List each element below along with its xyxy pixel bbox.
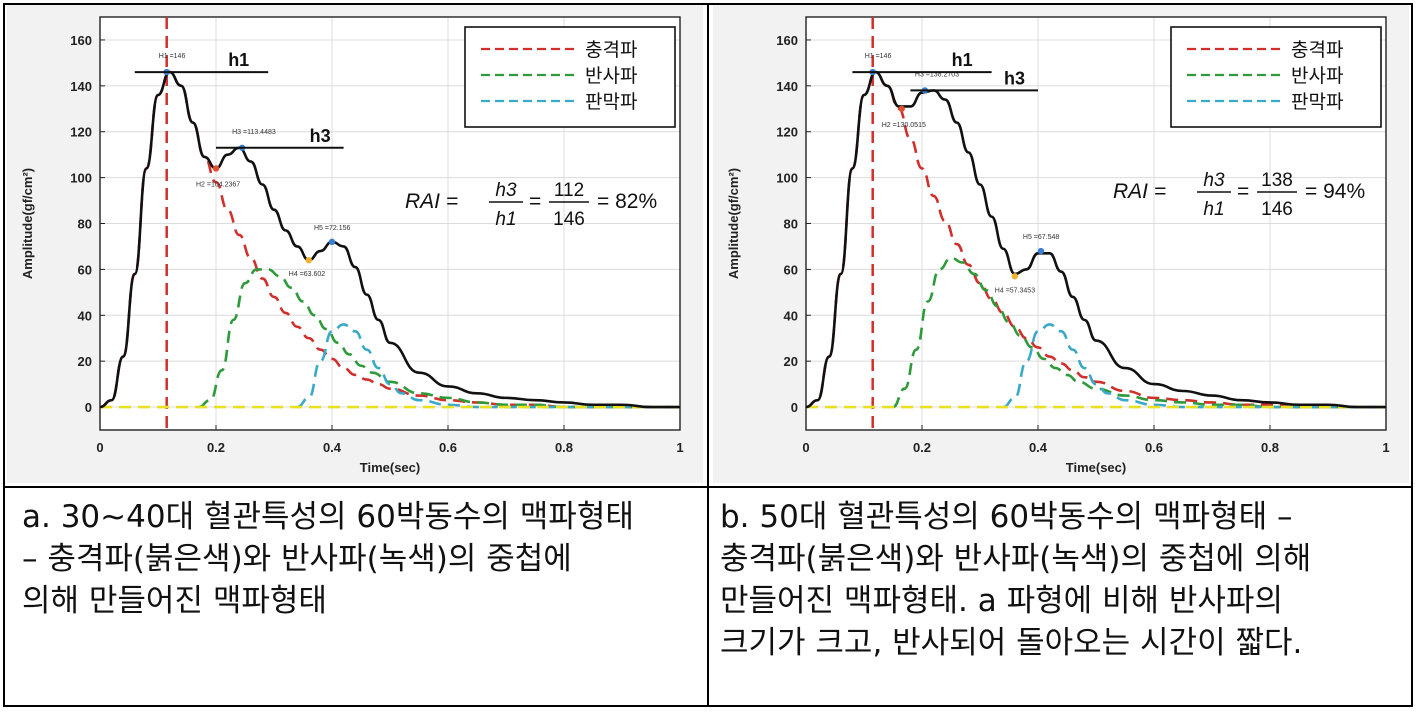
y-tick-label: 40: [784, 308, 798, 323]
rai-label: RAI =: [1113, 180, 1166, 203]
y-tick-label: 0: [791, 400, 798, 415]
peak-label: H5 =67.548: [1023, 234, 1059, 241]
legend-label: 반사파: [585, 65, 637, 87]
rai-result: = 82%: [597, 190, 657, 213]
y-tick-label: 60: [784, 262, 798, 277]
caption-line: 만들어진 맥파형태. a 파형에 비해 반사파의: [720, 583, 1283, 619]
y-tick-label: 20: [78, 354, 92, 369]
x-tick-label: 0.2: [913, 440, 931, 455]
x-tick-label: 0.6: [439, 440, 457, 455]
rai-fraction2-denominator: 146: [1261, 199, 1293, 220]
chart-panel-a: 0 0.2 0.4 0.6 0.8 1 0 20 40 60 80 100 120 140 160 Time(…: [7, 5, 703, 483]
rai-fraction2-numerator: 138: [1261, 170, 1293, 191]
x-tick-label: 1: [1382, 440, 1389, 455]
legend-box: [464, 26, 676, 128]
peak-label: H4 =57.3453: [995, 287, 1035, 294]
y-axis-label: Amplitude(gf/cm²): [20, 168, 35, 279]
x-tick-label: 0.8: [555, 440, 573, 455]
peak-label: H2 =104.2367: [196, 181, 240, 188]
x-axis-label: Time(sec): [360, 460, 420, 475]
legend-label: 판막파: [585, 91, 637, 113]
rai-fraction2-numerator: 112: [554, 180, 584, 201]
x-tick-label: 0.2: [207, 440, 225, 455]
rai-fraction1-denominator: h1: [495, 209, 516, 230]
peak-label: H5 =72.156: [314, 225, 350, 232]
x-tick-label: 0: [802, 440, 809, 455]
rai-fraction1-denominator: h1: [1203, 199, 1224, 220]
legend-label: 충격파: [1291, 39, 1343, 61]
peak-label: H3 =138.2703: [915, 71, 959, 78]
y-tick-label: 20: [784, 354, 798, 369]
legend-label: 반사파: [1291, 65, 1343, 87]
rai-fraction1-numerator: h3: [1203, 170, 1225, 191]
reference-label-h1: h1: [228, 50, 249, 70]
y-tick-label: 160: [776, 33, 798, 48]
legend-label: 충격파: [585, 39, 637, 61]
y-tick-label: 120: [70, 125, 92, 140]
caption-line: 의해 만들어진 맥파형태: [22, 583, 327, 619]
rai-label: RAI =: [405, 190, 458, 213]
series-line-반사파: [892, 256, 1386, 409]
x-tick-label: 1: [676, 440, 683, 455]
x-tick-label: 0.4: [1029, 440, 1048, 455]
x-tick-label: 0.6: [1145, 440, 1163, 455]
y-tick-label: 140: [70, 79, 92, 94]
peak-label: H2 =130.0515: [882, 122, 926, 129]
x-axis-label: Time(sec): [1066, 460, 1126, 475]
caption-b: b. 50대 혈관특성의 60박동수의 맥파형태 – 충격파(붉은색)와 반사파…: [720, 496, 1311, 664]
peak-label: H3 =113.4483: [232, 129, 276, 136]
y-tick-label: 100: [70, 171, 92, 186]
peak-point: [328, 238, 336, 246]
y-tick-label: 160: [70, 33, 92, 48]
x-tick-label: 0.8: [1261, 440, 1279, 455]
rai-equals: =: [1237, 180, 1249, 203]
series-line-total: [99, 70, 680, 409]
caption-line: 크기가 크고, 반사되어 돌아오는 시간이 짧다.: [720, 625, 1303, 661]
y-tick-label: 0: [85, 400, 92, 415]
series-line-total: [805, 70, 1386, 409]
rai-fraction1-numerator: h3: [495, 180, 517, 201]
rai-equals: =: [529, 190, 541, 213]
row-divider: [3, 486, 1413, 488]
legend-label: 판막파: [1291, 91, 1343, 113]
peak-label: H1 =146: [159, 53, 186, 60]
rai-fraction2-denominator: 146: [553, 209, 585, 230]
reference-label-h3: h3: [310, 126, 331, 146]
y-tick-label: 80: [784, 217, 798, 232]
y-tick-label: 140: [776, 79, 798, 94]
column-divider: [707, 3, 709, 707]
peak-point: [1011, 273, 1018, 280]
caption-line: b. 50대 혈관특성의 60박동수의 맥파형태 –: [720, 499, 1293, 535]
peak-label: H4 =63.602: [289, 271, 325, 278]
y-axis-label: Amplitude(gf/cm²): [726, 168, 741, 279]
x-tick-label: 0: [96, 440, 103, 455]
y-tick-label: 60: [78, 262, 92, 277]
y-tick-label: 100: [776, 171, 798, 186]
peak-point: [1037, 247, 1045, 255]
peak-label: H1 =146: [865, 53, 892, 60]
reference-label-h1: h1: [952, 50, 973, 70]
peak-point: [898, 105, 905, 112]
caption-line: a. 30~40대 혈관특성의 60박동수의 맥파형태: [22, 499, 634, 535]
x-tick-label: 0.4: [323, 440, 342, 455]
chart-panel-b: 0 0.2 0.4 0.6 0.8 1 0 20 40 60 80 100 120 140 160 Time(…: [713, 5, 1409, 483]
legend-box: [1170, 26, 1382, 128]
rai-result: = 94%: [1305, 180, 1365, 203]
peak-point: [305, 257, 312, 264]
caption-line: – 충격파(붉은색)와 반사파(녹색)의 중첩에: [22, 541, 572, 577]
y-tick-label: 120: [776, 125, 798, 140]
caption-a: a. 30~40대 혈관특성의 60박동수의 맥파형태 – 충격파(붉은색)와 …: [22, 496, 634, 622]
caption-line: 충격파(붉은색)와 반사파(녹색)의 중첩에 의해: [720, 541, 1312, 577]
peak-point: [212, 165, 220, 172]
y-tick-label: 80: [78, 217, 92, 232]
reference-label-h3: h3: [1004, 68, 1025, 88]
y-tick-label: 40: [78, 308, 92, 323]
